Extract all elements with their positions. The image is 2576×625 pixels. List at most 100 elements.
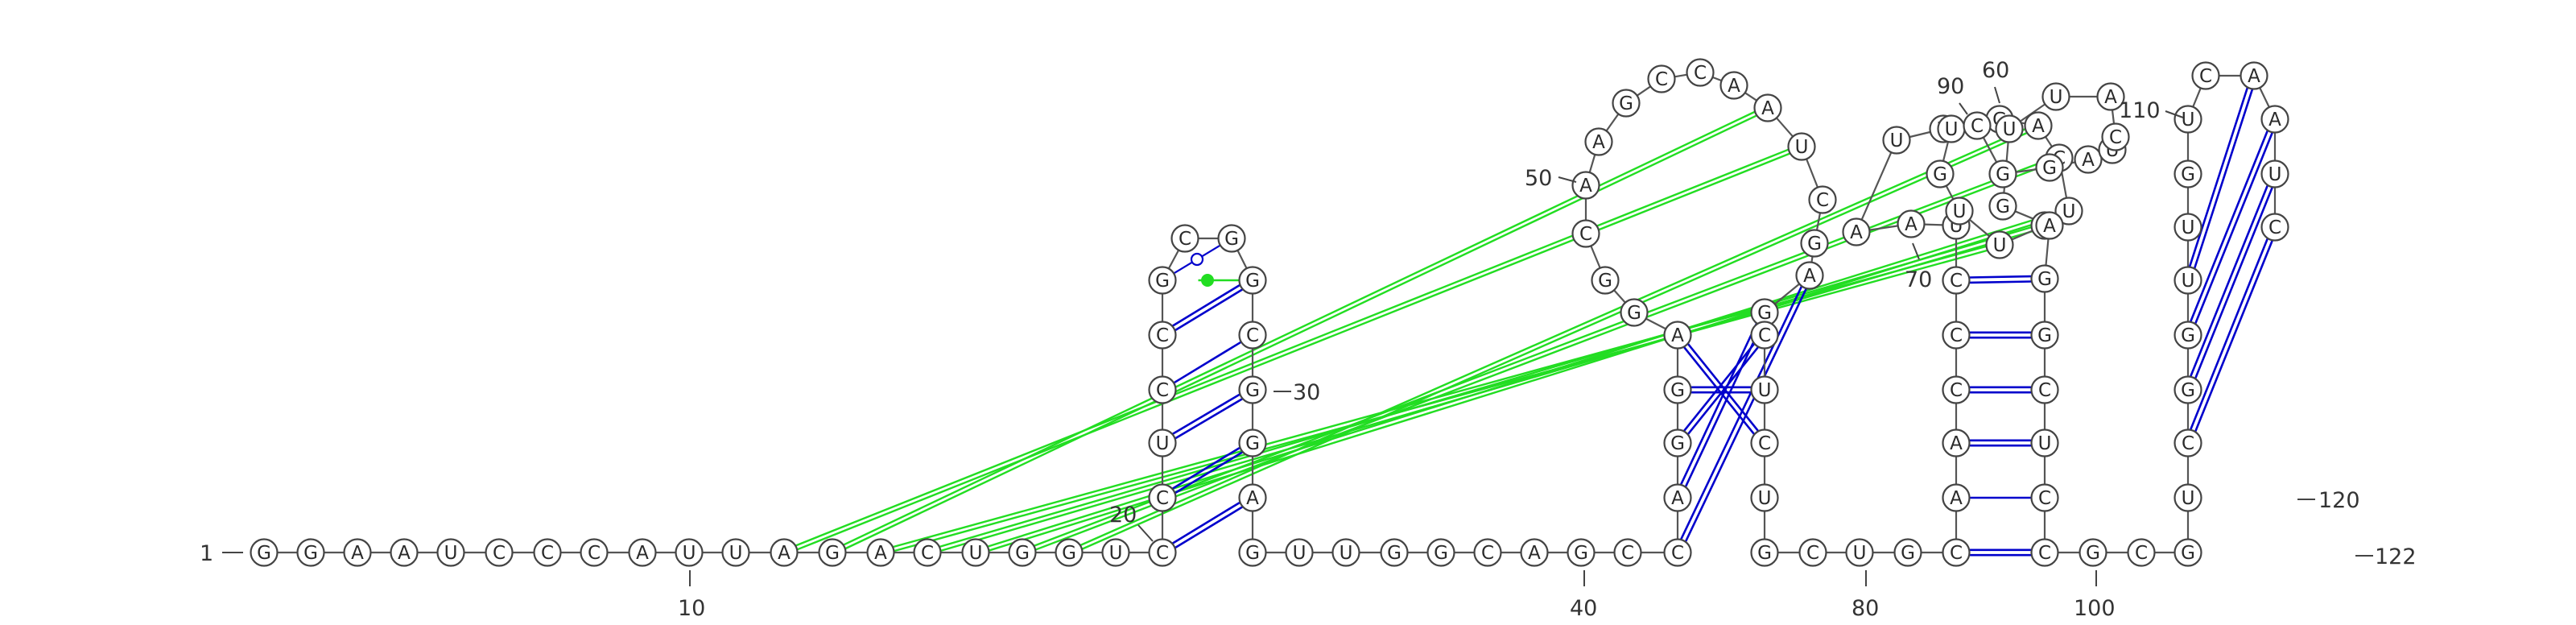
base-pair-line xyxy=(1174,451,1244,495)
nucleotide-letter: C xyxy=(493,543,506,564)
nucleotide-letter: C xyxy=(1481,543,1494,564)
nucleotide-circle xyxy=(1238,483,1267,512)
nucleotide-circle xyxy=(2035,153,2064,182)
nucleotide-circle xyxy=(1612,89,1641,118)
nucleotide-letter: C xyxy=(1655,69,1668,90)
backbone-segment xyxy=(1588,154,1596,173)
base-pair-line xyxy=(1679,323,1758,486)
nucleotide-circle xyxy=(1148,321,1177,350)
nucleotide: C xyxy=(2191,61,2220,90)
backbone-segment xyxy=(2192,87,2202,108)
nucleotide-circle xyxy=(2174,321,2202,350)
nucleotide-circle xyxy=(1380,538,1409,567)
nucleotide-circle xyxy=(2174,159,2202,188)
nucleotide: A xyxy=(866,538,895,567)
nucleotide: C xyxy=(913,538,942,567)
nucleotide-letter: U xyxy=(1945,119,1959,140)
nucleotide-circle xyxy=(2024,111,2053,140)
nucleotide-circle xyxy=(1567,538,1596,567)
nucleotide: G xyxy=(1055,538,1084,567)
nucleotide-circle xyxy=(1571,219,1600,248)
index-labels: 1 10 20 30 40 50 60 70 80 90 100 110 120… xyxy=(200,58,2417,621)
nucleotide-letter: A xyxy=(1950,488,1963,509)
nucleotide-circle xyxy=(721,538,750,567)
nucleotide: A xyxy=(343,538,372,567)
nucleotide-circle xyxy=(1942,266,1971,295)
nucleotide-letter: A xyxy=(351,543,364,564)
base-pair-line xyxy=(1969,280,2032,284)
nucleotide: G xyxy=(1238,375,1267,404)
backbone-segment xyxy=(1860,151,1893,221)
nucleotide-letter: C xyxy=(1671,543,1684,564)
nucleotide-letter: A xyxy=(398,543,411,564)
nucleotide-circle xyxy=(2260,159,2289,188)
nucleotide: A xyxy=(1238,483,1267,512)
nucleotide-circle xyxy=(1008,538,1037,567)
nucleotide: U xyxy=(2174,213,2202,242)
nucleotide: G xyxy=(2174,538,2202,567)
nucleotide: A xyxy=(390,538,419,567)
nucleotide: C xyxy=(1170,224,1199,253)
nucleotide-letter: A xyxy=(2043,216,2056,237)
nucleotide: A xyxy=(1719,71,1748,100)
nucleotide: G xyxy=(1988,159,2017,188)
backbone-segment xyxy=(1806,158,1818,188)
nucleotide-letter: A xyxy=(2248,66,2260,87)
backbone-segment xyxy=(1815,213,1822,230)
nucleotide: C xyxy=(1571,219,1600,248)
nucleotide-circle xyxy=(1148,538,1177,567)
nucleotide-letter: C xyxy=(1156,543,1169,564)
nucleotide-circle xyxy=(1663,538,1692,567)
nucleotide: A xyxy=(1795,261,1824,290)
nucleotide: U xyxy=(1945,197,1974,226)
nucleotide-circle xyxy=(1719,71,1748,100)
nucleotide-letter: U xyxy=(1156,433,1170,454)
pseudoknot-line xyxy=(796,152,1791,551)
index-label-30: 30 xyxy=(1293,380,1320,405)
nucleotide-letter: U xyxy=(1758,380,1772,401)
index-label-10: 10 xyxy=(678,596,705,621)
backbone-segment xyxy=(1236,250,1248,269)
nucleotide-circle xyxy=(1148,375,1177,404)
nucleotide: C xyxy=(1963,111,1992,140)
nucleotide-circle xyxy=(1798,538,1827,567)
nucleotide-letter: C xyxy=(1758,325,1771,346)
nucleotide-circle xyxy=(1795,261,1824,290)
backbone-segment xyxy=(2111,110,2116,124)
nucleotide-letter: G xyxy=(1627,303,1641,324)
base-pair-line xyxy=(1684,325,1763,487)
nucleotide-circle xyxy=(485,538,514,567)
nucleotide-letter: A xyxy=(636,543,649,564)
nucleotide-letter: G xyxy=(1933,164,1947,185)
nucleotide: C xyxy=(2260,213,2289,242)
nucleotide-letter: U xyxy=(2182,110,2195,130)
backbone-segment xyxy=(2259,87,2270,108)
nucleotide-circle xyxy=(533,538,562,567)
base-pair-line xyxy=(2194,132,2274,325)
nucleotide-circle xyxy=(2030,538,2059,567)
nucleotide: G xyxy=(1591,266,1620,295)
nucleotide: G xyxy=(2030,321,2059,350)
nucleotide-letter: G xyxy=(1062,543,1076,564)
nucleotide-circle xyxy=(1686,58,1715,87)
nucleotide-circle xyxy=(770,538,799,567)
nucleotide: C xyxy=(1686,58,1715,87)
pseudoknot-line xyxy=(987,212,2056,548)
nucleotide-circle xyxy=(2035,211,2064,240)
base-pair-line xyxy=(2189,130,2269,322)
nucleotide-circle xyxy=(2096,82,2125,111)
nucleotide-circle xyxy=(2174,213,2202,242)
nucleotide: A xyxy=(2240,61,2268,90)
nucleotide-circle xyxy=(1750,428,1779,457)
nucleotide-circle xyxy=(675,538,704,567)
nucleotide: G xyxy=(1620,298,1649,327)
nucleotide-circle xyxy=(2174,266,2202,295)
base-pair-line xyxy=(1173,341,1242,384)
nucleotide: C xyxy=(1663,538,1692,567)
nucleotide: C xyxy=(1808,185,1837,214)
nucleotide-circle xyxy=(1101,538,1130,567)
nucleotide-circle xyxy=(1988,192,2017,221)
nucleotide-circle xyxy=(250,538,279,567)
index-tick-50 xyxy=(1558,176,1577,183)
nucleotide-letter: G xyxy=(2086,543,2100,564)
